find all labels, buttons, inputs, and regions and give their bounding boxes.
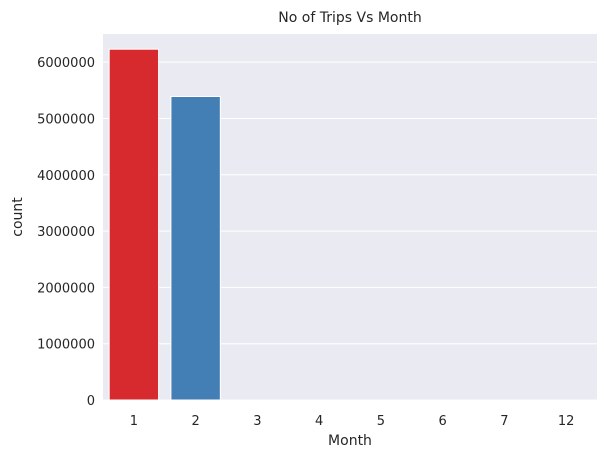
x-axis-label: Month	[328, 433, 372, 449]
x-tick-label: 12	[558, 414, 575, 429]
y-tick-label: 0	[87, 394, 95, 409]
y-tick-label: 3000000	[37, 225, 95, 240]
y-tick-label: 2000000	[37, 281, 95, 296]
y-tick-label: 4000000	[37, 169, 95, 184]
y-tick-label: 6000000	[37, 56, 95, 71]
x-tick-label: 7	[500, 414, 508, 429]
bars	[108, 48, 221, 401]
x-tick-label: 3	[253, 414, 261, 429]
bar-month-1	[108, 48, 160, 401]
bar-month-2	[170, 96, 221, 401]
y-axis-label: count	[10, 197, 26, 237]
y-tick-label: 5000000	[37, 112, 95, 127]
y-tick-label: 1000000	[37, 338, 95, 353]
x-tick-label: 5	[377, 414, 385, 429]
x-tick-label: 4	[315, 414, 323, 429]
x-tick-label: 6	[438, 414, 446, 429]
x-tick-label: 1	[130, 414, 138, 429]
chart-title: No of Trips Vs Month	[278, 10, 421, 26]
y-axis-ticks: 0 1000000 2000000 3000000 4000000 5000000 6000…	[37, 56, 95, 409]
x-tick-label: 2	[191, 414, 199, 429]
x-axis-ticks: 1 2 3 4 5 6 7 12	[130, 414, 575, 429]
